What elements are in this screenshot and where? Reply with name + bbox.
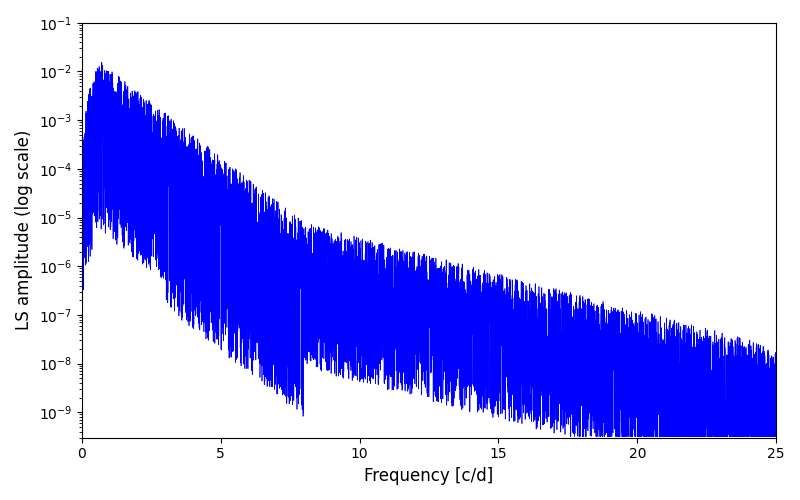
Y-axis label: LS amplitude (log scale): LS amplitude (log scale) [15,130,33,330]
X-axis label: Frequency [c/d]: Frequency [c/d] [364,467,494,485]
